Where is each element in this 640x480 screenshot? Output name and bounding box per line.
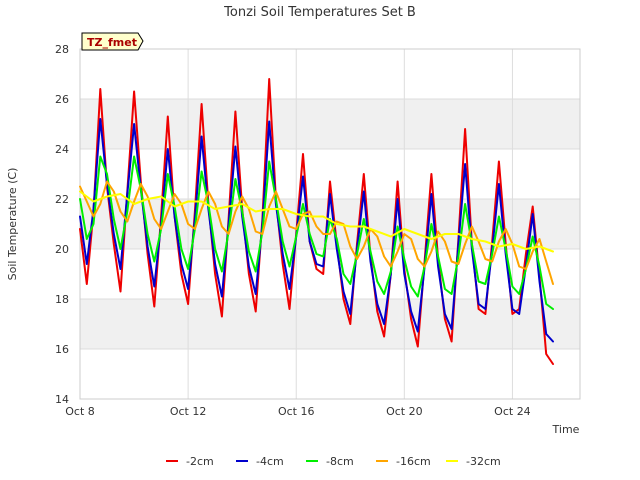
y-tick-label: 18	[55, 293, 69, 306]
y-tick-label: 26	[55, 93, 69, 106]
y-tick-label: 24	[55, 143, 69, 156]
plot-frame	[79, 48, 581, 400]
series-line-32cm	[79, 190, 554, 253]
y-tick-label: 16	[55, 343, 69, 356]
y-tick-label: 22	[55, 193, 69, 206]
x-axis-ticks: Oct 8 Oct 12 Oct 16 Oct 20 Oct 24	[65, 405, 530, 418]
y-axis-ticks: 14 16 18 20 22 24 26 28	[55, 43, 69, 406]
annotation-label: TZ_fmet	[87, 36, 137, 49]
legend-label: -8cm	[326, 455, 354, 468]
annotation-box: TZ_fmet	[81, 32, 144, 51]
x-tick-label: Oct 12	[170, 405, 207, 418]
legend-label: -16cm	[396, 455, 431, 468]
x-axis-label: Time	[552, 423, 580, 436]
annotation-box-shape	[81, 32, 144, 51]
legend-label: -4cm	[256, 455, 284, 468]
series-line-4cm	[79, 118, 554, 343]
x-tick-label: Oct 8	[65, 405, 95, 418]
x-tick-label: Oct 16	[278, 405, 315, 418]
background-band	[80, 99, 580, 149]
legend-label: -32cm	[466, 455, 501, 468]
chart-title: Tonzi Soil Temperatures Set B	[223, 5, 416, 20]
y-tick-label: 20	[55, 243, 69, 256]
series-layer	[79, 78, 554, 365]
x-tick-label: Oct 20	[386, 405, 423, 418]
legend: -2cm -4cm -8cm -16cm -32cm	[166, 455, 501, 468]
y-axis-label: Soil Temperature (C)	[6, 168, 19, 281]
background-band	[80, 299, 580, 349]
x-tick-label: Oct 24	[494, 405, 531, 418]
series-line-16cm	[79, 180, 554, 285]
series-line-8cm	[79, 155, 554, 310]
y-tick-label: 14	[55, 393, 69, 406]
legend-label: -2cm	[186, 455, 214, 468]
y-tick-label: 28	[55, 43, 69, 56]
